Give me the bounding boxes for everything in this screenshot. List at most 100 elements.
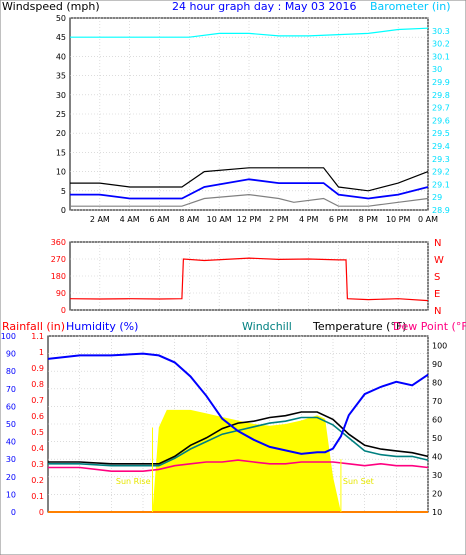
rainfall-ytick-label: 0.9 (31, 364, 44, 373)
sunset-label: Sun Set (343, 477, 374, 486)
direction-series-line (69, 257, 429, 302)
humidity-ytick-label: 10 (6, 490, 16, 499)
barometer-ytick-label: 29.2 (432, 168, 450, 177)
barometer-ytick-label: 28.9 (432, 206, 450, 215)
wind-ytick-label: 25 (56, 110, 66, 119)
rainfall-ytick-label: 0.5 (31, 428, 44, 437)
windspeed-axis-label: Windspeed (mph) (2, 0, 100, 13)
wind-ytick-label: 35 (56, 72, 66, 81)
wind-xtick-label: 0 AM (418, 215, 438, 224)
wind-xtick-label: 2 AM (90, 215, 110, 224)
temperature-axis-label: Temperature (°F) (312, 320, 407, 333)
wind-xtick-label: 6 PM (329, 215, 348, 224)
humidity-ytick-label: 0 (11, 508, 16, 517)
wind-series-line (70, 167, 429, 192)
windchill-axis-label: Windchill (242, 320, 292, 333)
wind-xtick-label: 8 AM (179, 215, 199, 224)
temperature-series-line (48, 416, 429, 467)
wind-ytick-label: 0 (61, 206, 66, 215)
temperature-ytick-label: 20 (432, 489, 442, 498)
barometer-ytick-label: 29.4 (432, 142, 450, 151)
temperature-axis-labels: 0 10 20 30 40 50 60 70 80 90 100 0 0.1 0.2 0.3 0.4 0.5 0.… (1, 332, 448, 517)
temperature-ytick-label: 40 (432, 452, 442, 461)
compass-tick-label: E (434, 289, 440, 300)
barometer-ytick-label: 30 (432, 65, 442, 74)
barometer-ytick-label: 29.3 (432, 155, 450, 164)
wind-xtick-label: 4 AM (120, 215, 140, 224)
compass-tick-label: N (434, 306, 441, 317)
rainfall-ytick-label: 0.6 (31, 412, 44, 421)
rainfall-ytick-label: 1.1 (31, 332, 44, 341)
barometer-ytick-label: 29.1 (432, 180, 450, 189)
temperature-ytick-label: 10 (432, 508, 442, 517)
wind-xtick-label: 12 PM (237, 215, 262, 224)
humidity-ytick-label: 80 (6, 367, 16, 376)
humidity-axis-label: Humidity (%) (66, 320, 138, 333)
temperature-series-group (47, 352, 429, 513)
wind-xtick-label: 4 PM (299, 215, 318, 224)
wind-series-line (70, 178, 429, 200)
rainfall-ytick-label: 0 (39, 508, 44, 517)
humidity-ytick-label: 50 (6, 420, 16, 429)
wind-ytick-label: 30 (56, 91, 66, 100)
direction-ytick-label: 0 (61, 306, 66, 315)
humidity-ytick-label: 100 (1, 332, 16, 341)
barometer-ytick-label: 29 (432, 193, 442, 202)
rainfall-ytick-label: 1 (39, 348, 44, 357)
rainfall-ytick-label: 0.2 (31, 476, 44, 485)
wind-ytick-label: 10 (56, 168, 66, 177)
direction-series-group (69, 257, 429, 302)
wind-ytick-label: 15 (56, 148, 66, 157)
humidity-ytick-label: 40 (6, 438, 16, 447)
temperature-series-line (48, 411, 429, 465)
wind-ytick-label: 40 (56, 52, 66, 61)
humidity-ytick-label: 20 (6, 473, 16, 482)
compass-tick-label: N (434, 238, 441, 249)
barometer-ytick-label: 29.6 (432, 116, 450, 125)
barometer-ytick-label: 29.9 (432, 78, 450, 87)
wind-series-line (70, 27, 429, 38)
direction-ytick-label: 270 (51, 255, 66, 264)
rainfall-ytick-label: 0.8 (31, 380, 44, 389)
rainfall-ytick-label: 0.1 (31, 492, 44, 501)
wind-xtick-label: 2 PM (269, 215, 288, 224)
dewpoint-axis-label: Dew Point (°F) (393, 320, 466, 333)
wind-xtick-label: 6 AM (149, 215, 169, 224)
direction-ytick-label: 90 (56, 289, 66, 298)
temperature-ytick-label: 60 (432, 415, 442, 424)
wind-ytick-label: 50 (56, 14, 66, 23)
humidity-ytick-label: 30 (6, 455, 16, 464)
rainfall-ytick-label: 0.7 (31, 396, 44, 405)
compass-tick-label: S (434, 272, 440, 283)
humidity-ytick-label: 70 (6, 385, 16, 394)
wind-xtick-label: 10 PM (386, 215, 411, 224)
barometer-ytick-label: 29.5 (432, 129, 450, 138)
barometer-ytick-label: 29.8 (432, 91, 450, 100)
temperature-ytick-label: 70 (432, 397, 442, 406)
wind-xtick-label: 8 PM (359, 215, 378, 224)
wind-series-group (70, 27, 429, 207)
direction-ytick-label: 360 (51, 238, 66, 247)
wind-ytick-label: 45 (56, 33, 66, 42)
temperature-ytick-label: 80 (432, 378, 442, 387)
direction-gridlines (70, 241, 429, 311)
sunrise-label: Sun Rise (116, 477, 151, 486)
wind-gridlines (70, 17, 429, 211)
humidity-line (47, 352, 429, 455)
temperature-series-line (48, 459, 429, 472)
barometer-ytick-label: 29.7 (432, 104, 450, 113)
rainfall-axis-label: Rainfall (in) (2, 320, 65, 333)
rainfall-ytick-label: 0.4 (31, 444, 44, 453)
temperature-ytick-label: 50 (432, 434, 442, 443)
wind-series-line (70, 193, 429, 207)
humidity-ytick-label: 60 (6, 402, 16, 411)
chart-title: 24 hour graph day : May 03 2016 (172, 0, 357, 13)
barometer-axis-label: Barometer (in) (370, 0, 451, 13)
barometer-ytick-label: 30.3 (432, 27, 450, 36)
wind-axis-labels: 0 5 10 15 20 25 30 35 40 45 50 28.9 29 29.1 29.2 29.3 29… (56, 14, 450, 224)
wind-ytick-label: 5 (61, 187, 66, 196)
barometer-ytick-label: 30.1 (432, 52, 450, 61)
rainfall-ytick-label: 0.3 (31, 460, 44, 469)
